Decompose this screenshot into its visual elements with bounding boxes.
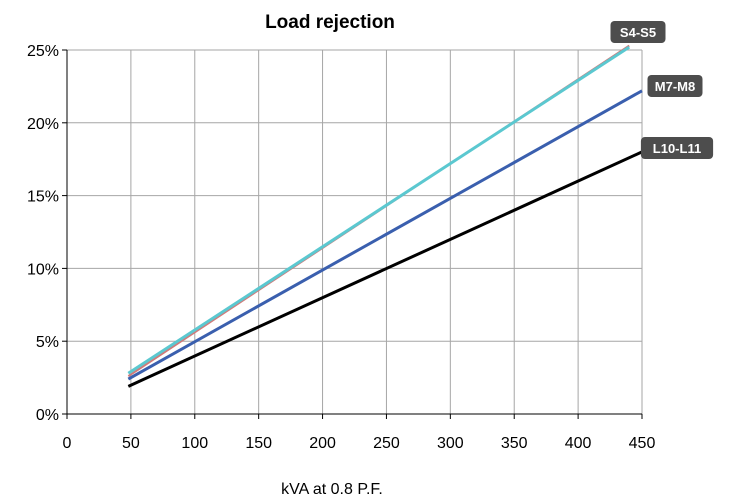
x-tick-label: 150 <box>245 435 272 452</box>
series-labels: S4-S5 M7-M8 L10-L11 <box>610 21 714 159</box>
series-label-text: L10-L11 <box>653 141 701 156</box>
chart-title: Load rejection <box>265 12 395 33</box>
series-label-text: M7-M8 <box>655 79 695 94</box>
x-tick-label: 250 <box>373 435 400 452</box>
x-tick-label: 400 <box>565 435 592 452</box>
y-axis-ticks: 0% 5% 10% 15% 20% 25% <box>27 43 67 424</box>
series-label-s4-s5: S4-S5 <box>610 21 666 43</box>
x-tick-label: 450 <box>629 435 656 452</box>
y-tick-label: 15% <box>27 189 59 206</box>
series-line-m7-m8 <box>127 89 643 381</box>
series-label-badge <box>610 21 666 43</box>
x-tick-label: 300 <box>437 435 464 452</box>
x-tick-label: 100 <box>181 435 208 452</box>
y-tick-label: 0% <box>36 407 59 424</box>
series-label-l10-l11: L10-L11 <box>640 137 714 159</box>
x-tick-label: 0 <box>63 435 72 452</box>
x-tick-label: 350 <box>501 435 528 452</box>
series-label-badge <box>640 137 714 159</box>
series-label-badge <box>647 75 703 97</box>
x-axis-ticks: 0 50 100 150 200 250 300 350 400 450 <box>63 414 656 452</box>
series-lines <box>127 44 643 388</box>
y-tick-label: 25% <box>27 43 59 60</box>
y-tick-label: 10% <box>27 261 59 278</box>
series-line-l10-l11 <box>127 150 643 388</box>
x-tick-label: 200 <box>309 435 336 452</box>
x-axis-label: kVA at 0.8 P.F. <box>281 481 383 498</box>
series-label-text: S4-S5 <box>620 25 656 40</box>
y-tick-label: 20% <box>27 116 59 133</box>
y-tick-label: 5% <box>36 334 59 351</box>
x-tick-label: 50 <box>122 435 140 452</box>
grid <box>67 49 643 414</box>
series-line-s4-s5 <box>127 45 631 375</box>
series-label-m7-m8: M7-M8 <box>647 75 703 97</box>
